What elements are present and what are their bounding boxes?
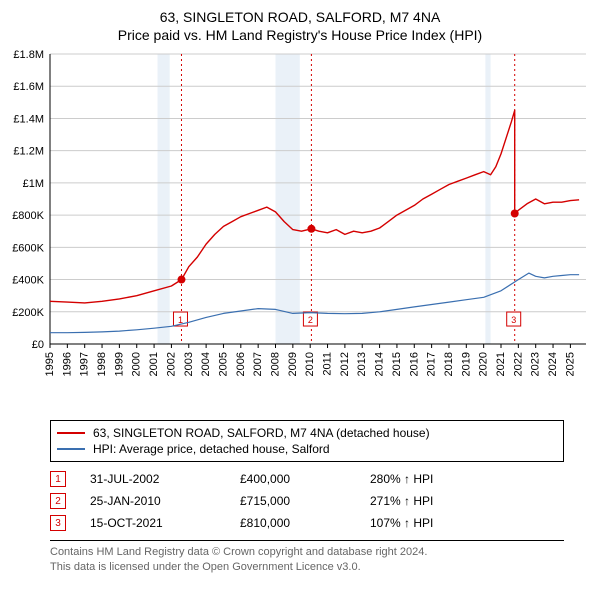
x-tick-label: 2013 (356, 352, 368, 376)
chart-svg: £0 £200K £400K £600K £800K £1M £1.2M £1.4M £1.6M… (0, 44, 600, 414)
legend-label: 63, SINGLETON ROAD, SALFORD, M7 4NA (det… (93, 426, 430, 440)
sale-marker-dot (511, 210, 519, 218)
legend-box: 63, SINGLETON ROAD, SALFORD, M7 4NA (det… (50, 420, 564, 462)
x-tick-label: 2022 (512, 352, 524, 376)
legend-label: HPI: Average price, detached house, Salf… (93, 442, 330, 456)
x-tick-label: 2024 (547, 352, 559, 376)
x-tick-label: 2023 (530, 352, 542, 376)
x-tick-label: 2005 (217, 352, 229, 376)
x-tick-label: 2011 (322, 352, 334, 376)
series-property (50, 111, 579, 304)
x-tick-label: 1995 (44, 352, 56, 376)
footer-attribution: Contains HM Land Registry data © Crown c… (50, 540, 564, 574)
sales-row: 2 25-JAN-2010£715,000271% ↑ HPI (50, 490, 564, 512)
sale-date: 25-JAN-2010 (90, 494, 240, 508)
sale-row-marker: 3 (50, 515, 66, 531)
x-tick-label: 2006 (235, 352, 247, 376)
footer-line-2: This data is licensed under the Open Gov… (50, 560, 564, 574)
sale-date: 31-JUL-2002 (90, 472, 240, 486)
sale-date: 15-OCT-2021 (90, 516, 240, 530)
recession-band (276, 54, 300, 344)
sale-row-marker: 1 (50, 471, 66, 487)
y-tick-label: £1.2M (13, 146, 44, 158)
x-tick-label: 2004 (200, 352, 212, 376)
y-tick-label: £600K (12, 243, 44, 255)
x-tick-label: 2009 (287, 352, 299, 376)
legend-row: HPI: Average price, detached house, Salf… (57, 441, 557, 457)
sale-hpi: 271% ↑ HPI (370, 494, 564, 508)
sales-row: 3 15-OCT-2021£810,000107% ↑ HPI (50, 512, 564, 534)
legend-swatch (57, 448, 85, 450)
y-tick-label: £200K (12, 307, 44, 319)
x-tick-label: 1998 (96, 352, 108, 376)
sale-marker-dot (177, 276, 185, 284)
x-tick-label: 1997 (79, 352, 91, 376)
recession-band (158, 54, 170, 344)
x-tick-label: 2002 (165, 352, 177, 376)
x-tick-label: 2015 (391, 352, 403, 376)
x-tick-label: 2008 (270, 352, 282, 376)
sale-price: £715,000 (240, 494, 370, 508)
sales-row: 1 31-JUL-2002£400,000280% ↑ HPI (50, 468, 564, 490)
x-tick-label: 2018 (443, 352, 455, 376)
sales-table: 1 31-JUL-2002£400,000280% ↑ HPI 2 25-JAN-20… (50, 468, 564, 534)
x-tick-label: 1999 (113, 352, 125, 376)
footer-line-1: Contains HM Land Registry data © Crown c… (50, 545, 564, 559)
x-tick-label: 2000 (131, 352, 143, 376)
y-tick-label: £400K (12, 275, 44, 287)
x-tick-label: 1996 (61, 352, 73, 376)
recession-band (485, 54, 490, 344)
x-tick-label: 2010 (304, 352, 316, 376)
sale-marker-number: 2 (308, 315, 313, 325)
y-tick-label: £0 (32, 339, 44, 351)
sale-row-marker: 2 (50, 493, 66, 509)
y-tick-label: £1M (23, 178, 44, 190)
chart-area: £0 £200K £400K £600K £800K £1M £1.2M £1.4M £1.6M… (0, 44, 600, 414)
y-tick-label: £800K (12, 210, 44, 222)
title-subtitle: Price paid vs. HM Land Registry's House … (0, 26, 600, 44)
x-tick-label: 2007 (252, 352, 264, 376)
x-tick-label: 2003 (183, 352, 195, 376)
chart-container: 63, SINGLETON ROAD, SALFORD, M7 4NA Pric… (0, 0, 600, 574)
sale-hpi: 107% ↑ HPI (370, 516, 564, 530)
legend-row: 63, SINGLETON ROAD, SALFORD, M7 4NA (det… (57, 425, 557, 441)
x-tick-label: 2019 (460, 352, 472, 376)
sale-price: £810,000 (240, 516, 370, 530)
y-tick-label: £1.4M (13, 114, 44, 126)
x-tick-label: 2014 (374, 352, 386, 376)
x-tick-label: 2017 (426, 352, 438, 376)
title-block: 63, SINGLETON ROAD, SALFORD, M7 4NA Pric… (0, 0, 600, 44)
x-tick-label: 2016 (408, 352, 420, 376)
sale-hpi: 280% ↑ HPI (370, 472, 564, 486)
x-tick-label: 2001 (148, 352, 160, 376)
x-tick-label: 2012 (339, 352, 351, 376)
sale-marker-dot (307, 225, 315, 233)
title-address: 63, SINGLETON ROAD, SALFORD, M7 4NA (0, 8, 600, 26)
sale-price: £400,000 (240, 472, 370, 486)
x-tick-label: 2020 (478, 352, 490, 376)
x-tick-label: 2021 (495, 352, 507, 376)
sale-marker-number: 3 (511, 315, 516, 325)
x-tick-label: 2025 (564, 352, 576, 376)
y-tick-label: £1.8M (13, 49, 44, 61)
y-tick-label: £1.6M (13, 82, 44, 94)
legend-swatch (57, 432, 85, 434)
